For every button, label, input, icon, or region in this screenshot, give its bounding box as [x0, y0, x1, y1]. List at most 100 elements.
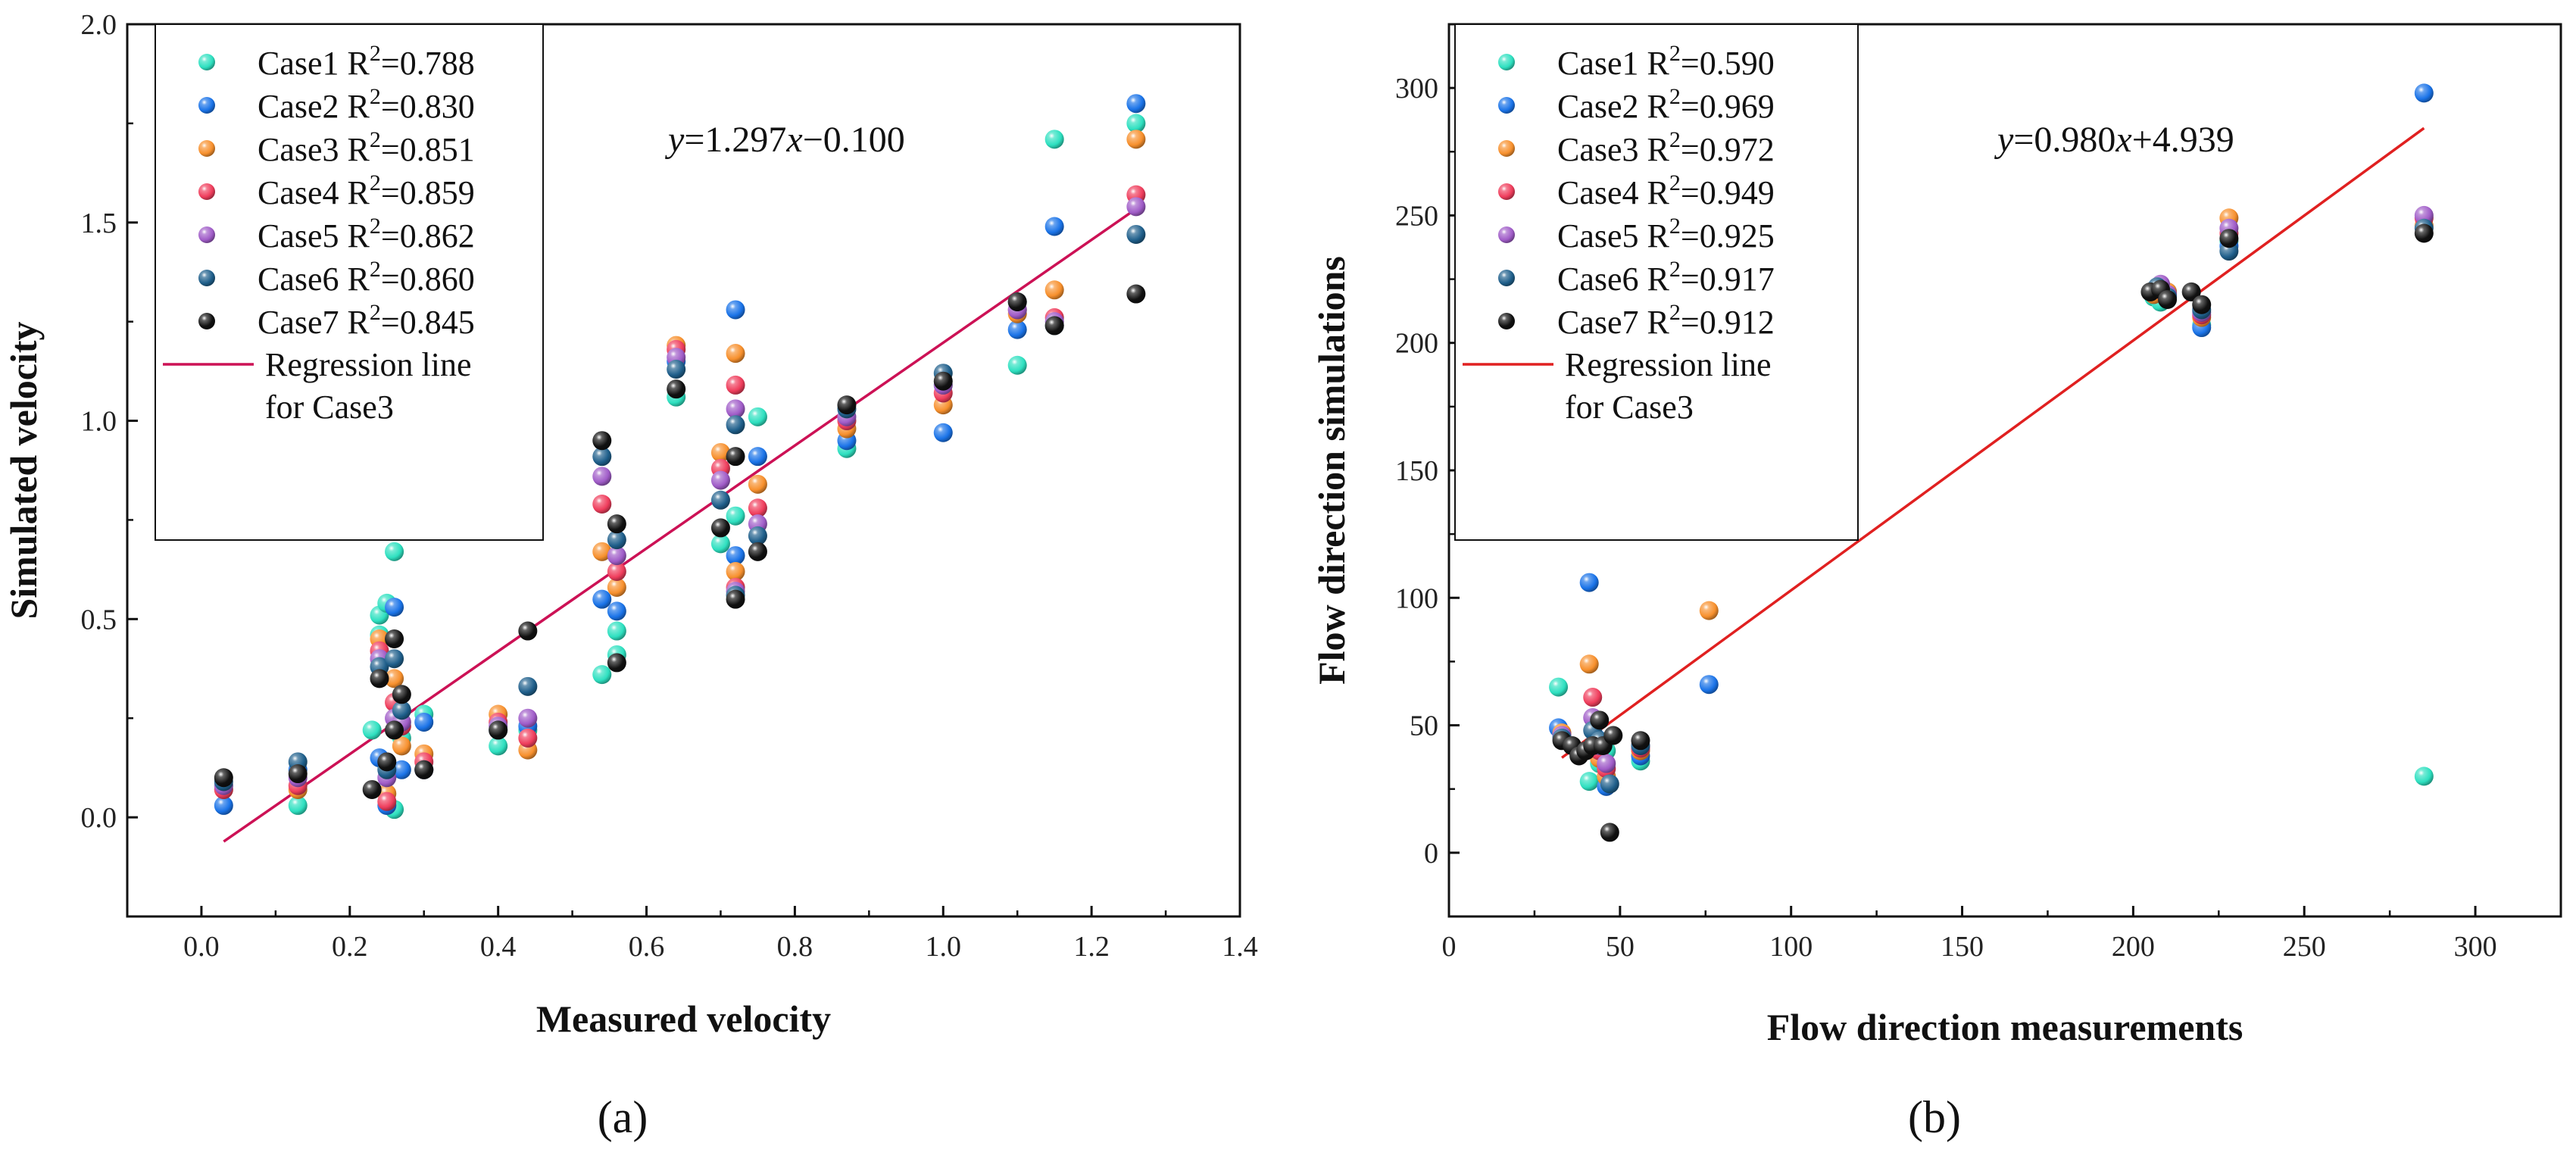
- data-point-case3: [1579, 654, 1599, 674]
- data-point-case1: [1044, 130, 1064, 149]
- data-point-case3: [607, 577, 626, 597]
- legend-label-case6: Case6 R2=0.917: [1557, 257, 1775, 298]
- data-point-case2: [1579, 573, 1599, 592]
- legend-marker-case4: [1498, 183, 1515, 200]
- data-point-case3: [1126, 130, 1146, 149]
- data-point-case6: [1126, 224, 1146, 244]
- panel-a-chart: 0.0 0.2 0.4 0.6 0.8 1.0 1.2 1.4 0.0 0.5 1.0 1.5 2.0 M…: [2, 9, 1258, 1142]
- x-tick-label: 100: [1769, 931, 1813, 963]
- legend-label-case4: Case4 R2=0.859: [258, 170, 475, 211]
- legend-marker-case3: [1498, 140, 1515, 157]
- y-tick-label: 2.0: [81, 9, 117, 41]
- data-point-case7: [1007, 292, 1027, 311]
- data-point-case1: [288, 795, 308, 815]
- legend-regression-label-2: for Case3: [265, 389, 394, 426]
- data-point-case5: [607, 546, 626, 566]
- data-point-case5: [726, 399, 745, 419]
- data-point-case3: [748, 474, 767, 494]
- data-point-case6: [392, 701, 411, 720]
- legend-marker-case4: [198, 183, 215, 200]
- data-point-case3: [392, 736, 411, 756]
- x-tick-label: 0.8: [777, 931, 813, 963]
- data-point-case3: [726, 562, 745, 582]
- y-axis-title: Flow direction simulations: [1310, 256, 1353, 685]
- data-point-case2: [607, 601, 626, 621]
- data-point-case1: [362, 720, 382, 740]
- data-point-case7: [377, 752, 397, 772]
- regression-line: [1561, 126, 2425, 759]
- data-point-case7: [726, 589, 745, 609]
- data-point-case5: [1126, 197, 1146, 217]
- y-tick-label: 300: [1395, 73, 1438, 105]
- legend-label-case7: Case7 R2=0.912: [1557, 300, 1775, 341]
- data-point-case1: [489, 736, 508, 756]
- panel-caption: (b): [1908, 1092, 1961, 1142]
- legend-marker-case2: [1498, 97, 1515, 114]
- data-point-case7: [837, 395, 857, 415]
- panel-b-chart: 0 50 100 150 200 250 300 0 50 100 150 200 250 300 Flow…: [1310, 23, 2562, 1142]
- x-tick-label: 200: [2112, 931, 2155, 963]
- legend-label-case5: Case5 R2=0.862: [258, 214, 475, 254]
- legend-label-case1: Case1 R2=0.590: [1557, 41, 1775, 82]
- data-point-case6: [1600, 774, 1619, 794]
- data-point-case1: [1007, 355, 1027, 375]
- y-tick-label: 50: [1410, 710, 1438, 742]
- data-point-case7: [1126, 284, 1146, 304]
- data-point-case7: [385, 720, 404, 740]
- data-point-case7: [1590, 710, 1610, 730]
- y-tick-label: 150: [1395, 455, 1438, 487]
- legend-box: [1454, 23, 1859, 541]
- legend-label-case6: Case6 R2=0.860: [258, 257, 475, 298]
- legend-label-case1: Case1 R2=0.788: [258, 41, 475, 82]
- data-point-case2: [2414, 83, 2434, 103]
- legend-label-case5: Case5 R2=0.925: [1557, 214, 1775, 254]
- regression-equation: y=0.980x+4.939: [1994, 120, 2234, 160]
- data-point-case6: [607, 530, 626, 550]
- data-point-case3: [710, 442, 730, 462]
- legend-label-case2: Case2 R2=0.969: [1557, 84, 1775, 125]
- data-point-case7: [667, 379, 686, 399]
- data-point-case4: [726, 375, 745, 395]
- data-point-case6: [726, 415, 745, 435]
- x-tick-label: 1.2: [1073, 931, 1110, 963]
- data-point-case6: [748, 526, 767, 545]
- data-point-case7: [370, 669, 389, 688]
- legend-box: [155, 23, 544, 541]
- legend-marker-case1: [1498, 54, 1515, 70]
- data-point-case2: [1126, 94, 1146, 114]
- data-point-case7: [214, 768, 233, 788]
- x-tick-label: 0.0: [183, 931, 220, 963]
- legend-marker-case6: [1498, 270, 1515, 286]
- legend-regression-label: Regression line: [1565, 346, 1772, 383]
- data-point-case7: [1044, 316, 1064, 336]
- data-point-case2: [726, 300, 745, 320]
- data-point-case4: [518, 728, 538, 748]
- legend-label-case3: Case3 R2=0.972: [1557, 127, 1775, 168]
- legend-marker-case2: [198, 97, 215, 114]
- legend-marker-case5: [198, 226, 215, 243]
- legend-marker-case1: [198, 54, 215, 70]
- legend-marker-case5: [1498, 226, 1515, 243]
- data-point-case6: [385, 649, 404, 669]
- data-point-case7: [414, 760, 434, 779]
- data-point-case2: [1699, 675, 1719, 695]
- legend-marker-case3: [198, 140, 215, 157]
- data-point-case3: [592, 542, 612, 561]
- data-point-case7: [489, 720, 508, 740]
- x-tick-label: 0: [1442, 931, 1457, 963]
- y-axis-title: Simulated velocity: [2, 321, 45, 619]
- legend-label-case3: Case3 R2=0.851: [258, 127, 475, 168]
- data-point-case6: [667, 359, 686, 379]
- data-point-case6: [592, 447, 612, 467]
- data-point-case7: [933, 371, 953, 391]
- legend-marker-case6: [198, 270, 215, 286]
- data-point-case1: [1579, 772, 1599, 791]
- regression-equation: y=1.297x−0.100: [664, 120, 905, 160]
- data-point-case7: [748, 542, 767, 561]
- data-point-case1: [592, 665, 612, 685]
- legend-label-case4: Case4 R2=0.949: [1557, 170, 1775, 211]
- data-point-case2: [414, 712, 434, 732]
- data-point-case4: [592, 495, 612, 514]
- data-point-case7: [288, 764, 308, 784]
